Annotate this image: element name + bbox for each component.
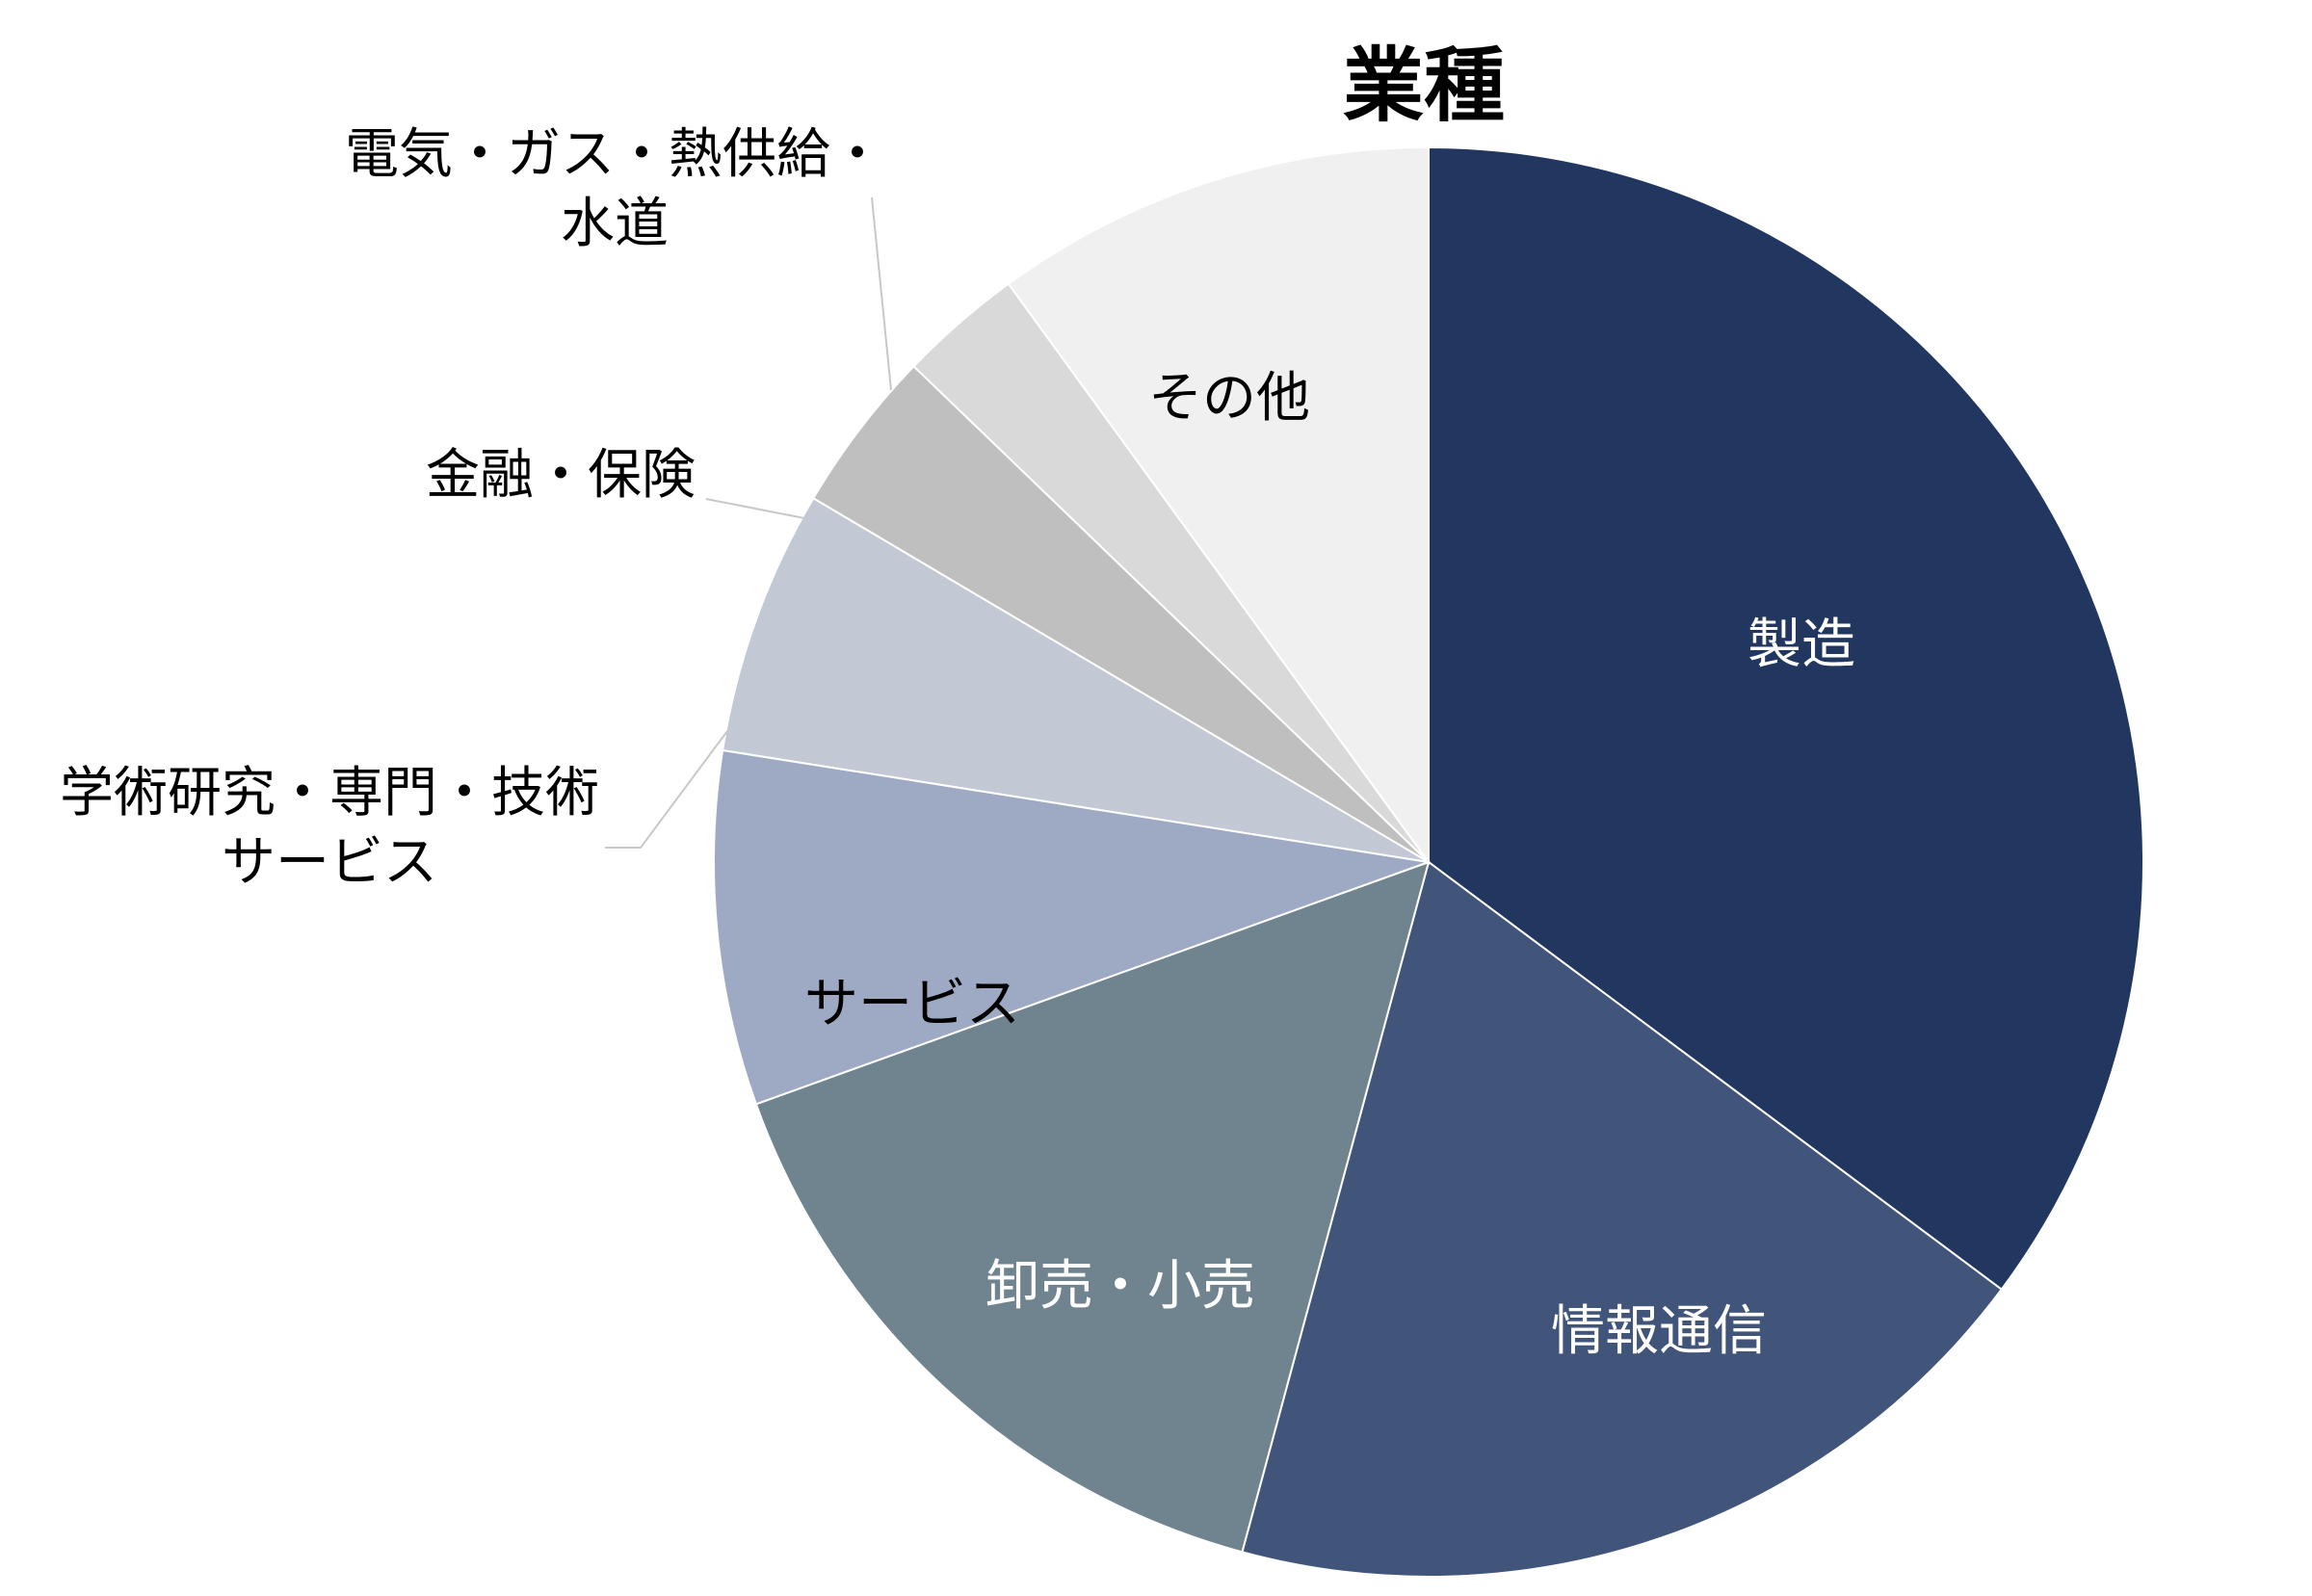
slice-label-8: その他 xyxy=(1148,367,1310,430)
slice-label-7-line-2: 水道 xyxy=(561,193,669,255)
slice-label-7: 電気・ガス・熱供給・水道 xyxy=(345,123,884,255)
slice-label-2-line-1: 情報通信 xyxy=(1551,1300,1767,1363)
leader-line-5 xyxy=(605,730,728,849)
slice-label-3-line-1: 卸売・小売 xyxy=(985,1255,1255,1318)
chart-title: 業種 xyxy=(1343,39,1505,133)
slice-label-4-line-1: サービス xyxy=(804,973,1020,1035)
slice-label-3: 卸売・小売 xyxy=(985,1255,1255,1318)
pie-slice-1 xyxy=(1428,145,2144,1292)
slice-label-2: 情報通信 xyxy=(1551,1300,1767,1363)
slice-label-5: 学術研究・専門・技術サービス xyxy=(60,762,599,894)
pie-slice-8 xyxy=(1007,145,1430,866)
slice-label-6: 金融・保険 xyxy=(426,444,696,507)
pie-slice-4 xyxy=(713,748,1430,1106)
slice-label-1-line-1: 製造 xyxy=(1747,614,1855,676)
pie-slice-3 xyxy=(754,860,1431,1554)
slice-label-4: サービス xyxy=(804,973,1020,1035)
leader-line-6 xyxy=(705,498,805,519)
leader-line-7 xyxy=(871,196,892,391)
slice-label-8-line-1: その他 xyxy=(1148,367,1310,430)
slice-label-5-line-1: 学術研究・専門・技術 xyxy=(60,762,599,824)
slice-labels-group: 製造情報通信卸売・小売サービス学術研究・専門・技術サービス金融・保険電気・ガス・… xyxy=(60,123,1855,1363)
pie-slice-2 xyxy=(1241,860,2004,1578)
slice-label-5-line-2: サービス xyxy=(222,831,437,894)
slice-label-6-line-1: 金融・保険 xyxy=(426,444,696,507)
slices-group xyxy=(713,145,2144,1578)
slice-label-7-line-1: 電気・ガス・熱供給・ xyxy=(345,123,884,186)
slice-label-1: 製造 xyxy=(1747,614,1855,676)
leader-lines-group xyxy=(605,196,892,849)
